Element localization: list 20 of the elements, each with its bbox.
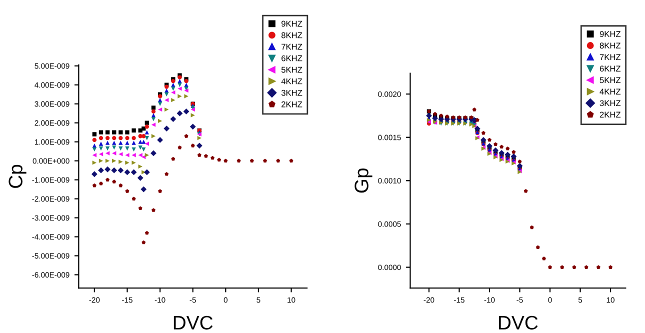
legend-label: 2KHZ (600, 112, 621, 118)
y-axis-title: Cp (8, 164, 26, 188)
legend-label: 8KHZ (281, 32, 302, 38)
legend-label: 3KHZ (600, 100, 621, 106)
legend-label: 9KHZ (282, 20, 302, 27)
legend-label: 3KHZ (281, 90, 302, 96)
x-axis-title: DVC (499, 316, 538, 330)
legend-label: 6KHZ (282, 55, 302, 62)
legend-label: 8KHZ (600, 42, 621, 49)
x-axis-title: DVC (174, 316, 213, 330)
legend-label: 7KHZ (600, 54, 621, 60)
legend-label: 4KHZ (281, 78, 302, 84)
y-axis-title: Gp (354, 168, 372, 193)
legend-label: 5KHZ (281, 66, 302, 73)
legend-label: 4KHZ (600, 88, 621, 95)
legend-label: 7KHZ (282, 44, 302, 50)
legend-label: 9KHZ (600, 31, 621, 37)
legend-label: 6KHZ (600, 66, 621, 72)
legend-label: 5KHZ (600, 77, 621, 84)
legend-label: 2KHZ (282, 101, 302, 108)
